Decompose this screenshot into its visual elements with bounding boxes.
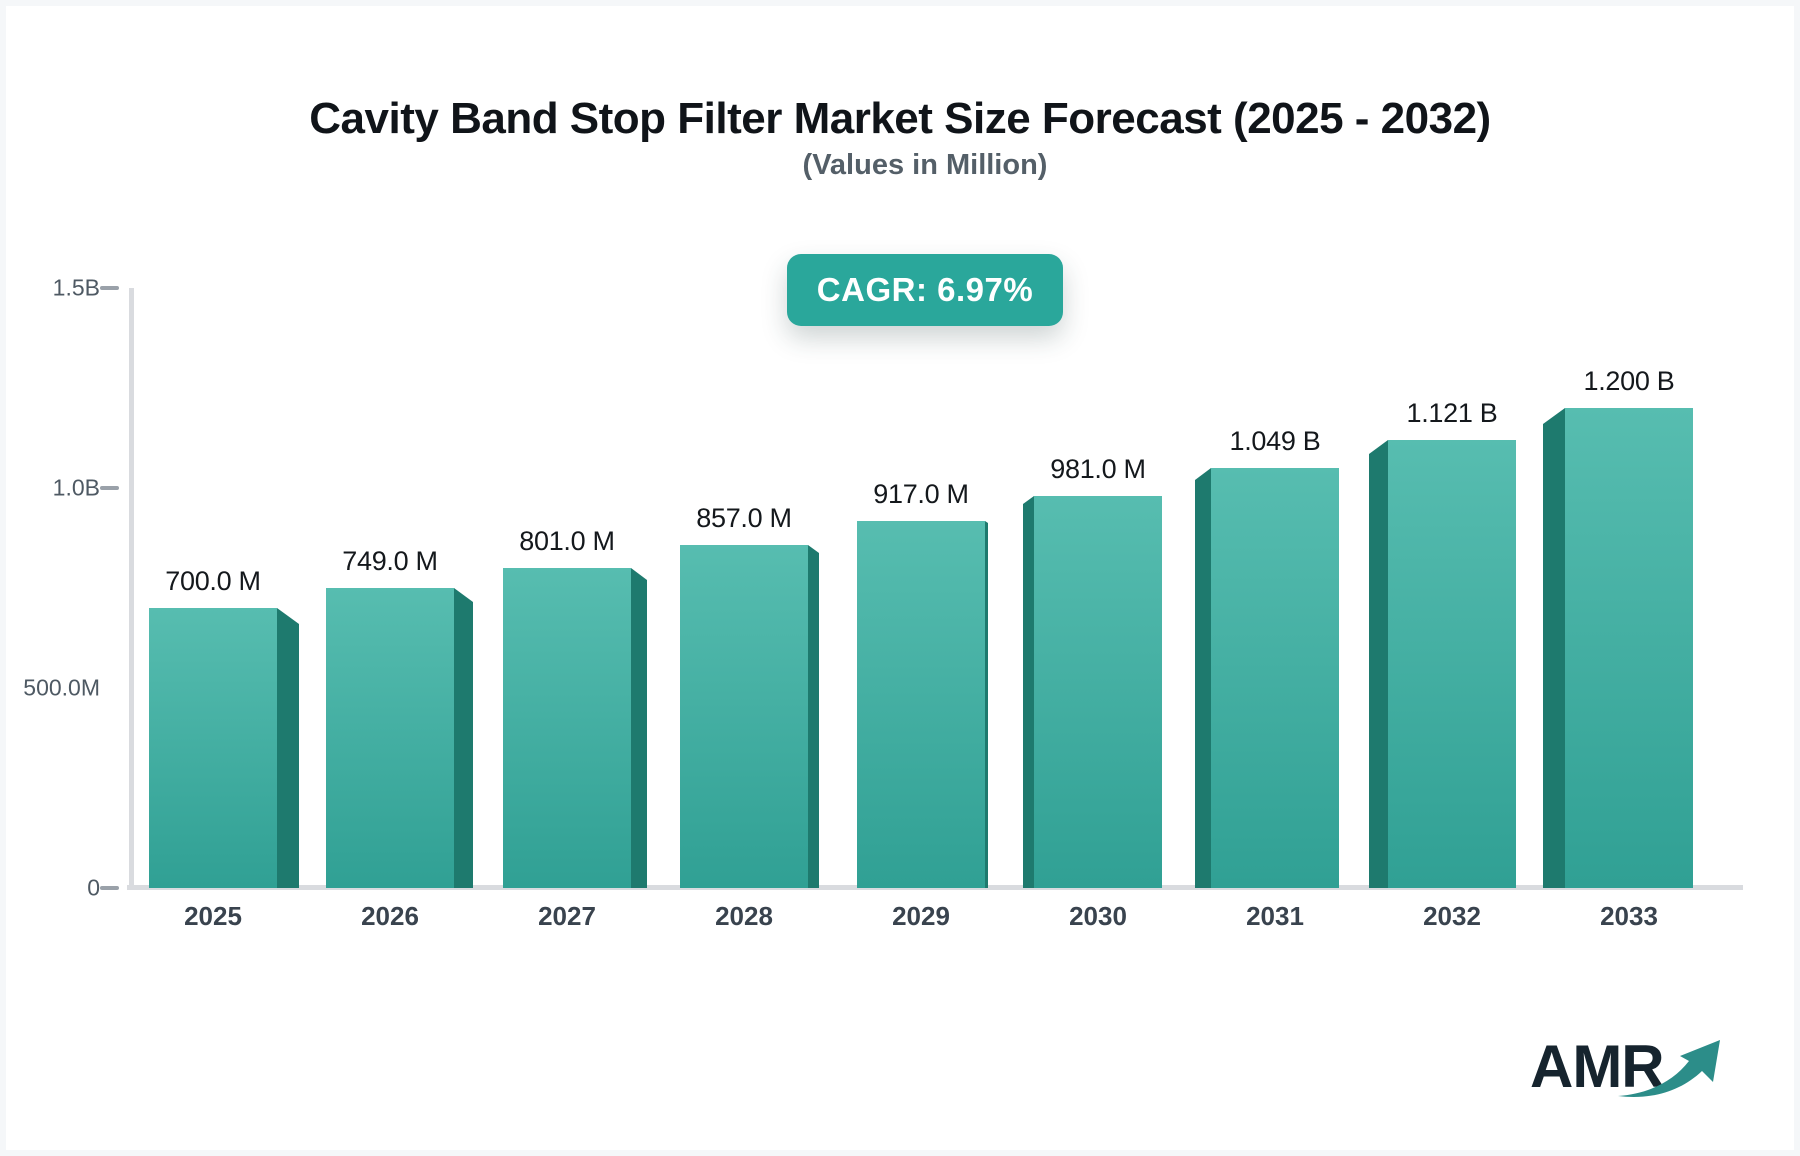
bar-value-label: 1.049 B bbox=[1229, 426, 1321, 456]
bar-2025[interactable] bbox=[149, 608, 299, 888]
x-axis-label-2031: 2031 bbox=[1246, 901, 1304, 931]
bar-2029[interactable] bbox=[857, 521, 988, 888]
bar-side-face bbox=[808, 545, 819, 888]
bar-value-label: 981.0 M bbox=[1050, 454, 1146, 484]
bar-side-face bbox=[631, 568, 647, 888]
bar-face bbox=[1211, 468, 1339, 888]
x-axis-label-2030: 2030 bbox=[1069, 901, 1127, 931]
bar-side-face bbox=[1195, 468, 1211, 888]
bar-value-label: 700.0 M bbox=[165, 566, 261, 596]
x-axis-label-2027: 2027 bbox=[538, 901, 596, 931]
bar-face bbox=[149, 608, 277, 888]
bar-2031[interactable] bbox=[1195, 468, 1339, 888]
chart-title: Cavity Band Stop Filter Market Size Fore… bbox=[309, 94, 1491, 143]
bar-2027[interactable] bbox=[503, 568, 647, 888]
bar-value-label: 917.0 M bbox=[873, 479, 969, 509]
x-axis-label-2033: 2033 bbox=[1600, 901, 1658, 931]
bar-face bbox=[857, 521, 985, 888]
x-axis-label-2032: 2032 bbox=[1423, 901, 1481, 931]
chart-subtitle: (Values in Million) bbox=[802, 149, 1048, 181]
bar-2028[interactable] bbox=[680, 545, 819, 888]
y-axis-label: 0 bbox=[87, 874, 100, 901]
growth-arrow-icon bbox=[1618, 1040, 1720, 1097]
bar-face bbox=[503, 568, 631, 888]
y-axis-line bbox=[129, 288, 134, 890]
y-axis-label: 500.0M bbox=[23, 674, 100, 701]
y-axis-label: 1.5B bbox=[52, 274, 100, 301]
bar-value-label: 801.0 M bbox=[519, 526, 615, 556]
bar-2026[interactable] bbox=[326, 588, 473, 888]
bar-2033[interactable] bbox=[1543, 408, 1693, 888]
bar-side-face bbox=[454, 588, 473, 888]
bar-value-label: 1.121 B bbox=[1406, 398, 1498, 428]
bar-side-face bbox=[1543, 408, 1565, 888]
cagr-badge: CAGR: 6.97% bbox=[787, 254, 1063, 326]
brand-logo-text: AMR bbox=[1530, 1033, 1665, 1100]
bar-side-face bbox=[1023, 496, 1034, 888]
bar-face bbox=[1034, 496, 1162, 888]
bar-side-face bbox=[985, 521, 988, 888]
y-axis-tick bbox=[100, 886, 119, 890]
bar-value-label: 857.0 M bbox=[696, 503, 792, 533]
bar-2030[interactable] bbox=[1023, 496, 1162, 888]
y-axis-tick bbox=[100, 486, 119, 490]
cagr-badge-label: CAGR: 6.97% bbox=[816, 271, 1034, 308]
bar-side-face bbox=[277, 608, 299, 888]
brand-logo: AMR bbox=[1516, 1028, 1736, 1118]
x-axis-label-2029: 2029 bbox=[892, 901, 950, 931]
bar-face bbox=[326, 588, 454, 888]
bar-side-face bbox=[1369, 440, 1388, 888]
bar-2032[interactable] bbox=[1369, 440, 1516, 888]
y-axis-tick bbox=[100, 286, 119, 290]
bar-value-label: 749.0 M bbox=[342, 546, 438, 576]
bar-value-label: 1.200 B bbox=[1583, 366, 1675, 396]
x-axis-label-2028: 2028 bbox=[715, 901, 773, 931]
bar-face bbox=[1565, 408, 1693, 888]
bar-face bbox=[680, 545, 808, 888]
y-axis-label: 1.0B bbox=[52, 474, 100, 501]
bar-face bbox=[1388, 440, 1516, 888]
x-axis-label-2026: 2026 bbox=[361, 901, 419, 931]
x-axis-label-2025: 2025 bbox=[184, 901, 242, 931]
